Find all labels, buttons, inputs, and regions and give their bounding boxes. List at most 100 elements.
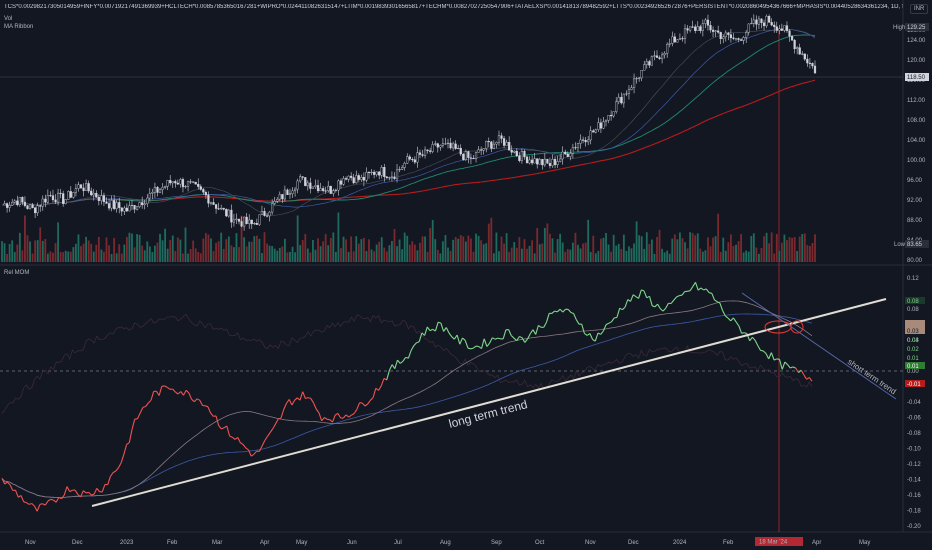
candle-body <box>691 26 694 28</box>
volume-bar <box>431 219 434 262</box>
currency-badge[interactable]: INR <box>910 4 929 14</box>
candle-body <box>513 150 516 153</box>
candle-body <box>426 149 429 152</box>
badge-0: 0.08 <box>907 299 919 305</box>
candle-body <box>439 145 442 148</box>
momentum-segment <box>405 356 409 359</box>
volume-bar <box>686 248 689 262</box>
candle-body <box>36 205 39 214</box>
candle-body <box>711 29 715 32</box>
volume-bar <box>49 251 52 262</box>
momentum-segment <box>616 308 621 318</box>
volume-bar <box>278 247 281 262</box>
momentum-segment <box>557 308 561 313</box>
candle-body <box>411 159 414 161</box>
momentum-segment <box>42 503 46 506</box>
momentum-segment <box>44 500 49 506</box>
momentum-segment <box>118 462 122 468</box>
candle-body <box>734 38 738 40</box>
price-axis: 126.00124.00120.00116.00112.00108.00104.… <box>907 28 926 264</box>
momentum-segment <box>711 293 716 301</box>
candle-body <box>589 130 592 141</box>
momentum-segment <box>166 386 171 390</box>
momentum-axis: 0.12 0.08 0.04 0.00 -0.04 -0.06 -0.08 -0.10 -0.1… <box>907 276 921 530</box>
volume-bar <box>747 251 750 262</box>
candle-body <box>207 194 210 204</box>
momentum-segment <box>101 484 106 493</box>
momentum-segment <box>648 296 653 306</box>
candle-body <box>686 28 689 31</box>
momentum-segment <box>185 389 190 394</box>
volume-bar <box>368 239 370 262</box>
volume-bar <box>340 248 342 262</box>
time-axis: Nov Dec 2023 Feb Mar Apr May Jun Jul Aug Sep Oct Nov… <box>25 540 870 546</box>
volume-bar <box>729 234 732 262</box>
candle-body <box>480 149 483 151</box>
volume-bar <box>21 250 24 262</box>
momentum-segment <box>741 332 745 334</box>
volume-bar <box>714 236 717 262</box>
candle-body <box>258 214 261 225</box>
momentum-segment <box>445 327 450 334</box>
volume-bar <box>559 233 562 262</box>
momentum-segment <box>388 364 393 371</box>
volume-bar <box>467 235 470 262</box>
badge-4: 0.01 <box>907 356 919 362</box>
momentum-segment <box>689 286 694 292</box>
candle-body <box>622 93 625 104</box>
momentum-segment <box>175 391 179 395</box>
volume-bar <box>671 238 674 262</box>
momentum-segment <box>611 317 615 323</box>
candle-body <box>281 194 284 200</box>
candle-body <box>243 216 246 227</box>
volume-bar <box>350 236 353 262</box>
momentum-segment <box>345 414 350 418</box>
candle-body <box>587 139 590 143</box>
momentum-segment <box>808 377 813 382</box>
momentum-segment <box>191 398 195 403</box>
volume-bar <box>327 245 330 262</box>
candle-body <box>719 32 722 40</box>
momentum-segment <box>14 489 19 498</box>
candle-body <box>796 47 799 50</box>
candle-body <box>49 195 52 197</box>
volume-bar <box>120 253 123 262</box>
momentum-segment <box>58 496 62 500</box>
volume-bar <box>521 248 523 262</box>
candle-body <box>118 202 121 209</box>
candle-body <box>525 156 529 164</box>
momentum-segment <box>356 402 361 410</box>
volume-bar <box>696 233 699 262</box>
candle-body <box>253 223 256 225</box>
momentum-segment <box>107 476 111 485</box>
momentum-segment <box>269 428 274 433</box>
candle-body <box>421 154 424 156</box>
short-term-trendline[interactable] <box>741 292 897 400</box>
volume-bar <box>294 252 296 262</box>
momentum-segment <box>77 494 81 498</box>
volume-bar <box>332 232 335 262</box>
momentum-segment <box>272 423 277 429</box>
momentum-segment <box>329 419 333 423</box>
candle-body <box>597 122 600 130</box>
volume-bar <box>299 245 302 262</box>
volume-bar <box>329 238 332 262</box>
momentum-segment <box>264 436 268 441</box>
badge-3: 0.02 <box>907 347 919 353</box>
volume-bar <box>449 250 452 262</box>
volume-bar <box>763 236 765 262</box>
candle-body <box>678 38 682 40</box>
volume-bar <box>561 242 564 262</box>
volume-bar <box>549 233 551 262</box>
candle-body <box>472 158 475 160</box>
candle-body <box>334 189 337 192</box>
long-term-trendline[interactable] <box>91 298 887 507</box>
highlight-ellipse-2[interactable] <box>790 320 804 334</box>
candle-body <box>505 141 508 146</box>
candle-body <box>51 195 55 201</box>
volume-bar <box>724 250 727 262</box>
volume-bar <box>41 240 44 262</box>
momentum-segment <box>23 501 27 504</box>
volume-bar <box>1 241 3 262</box>
